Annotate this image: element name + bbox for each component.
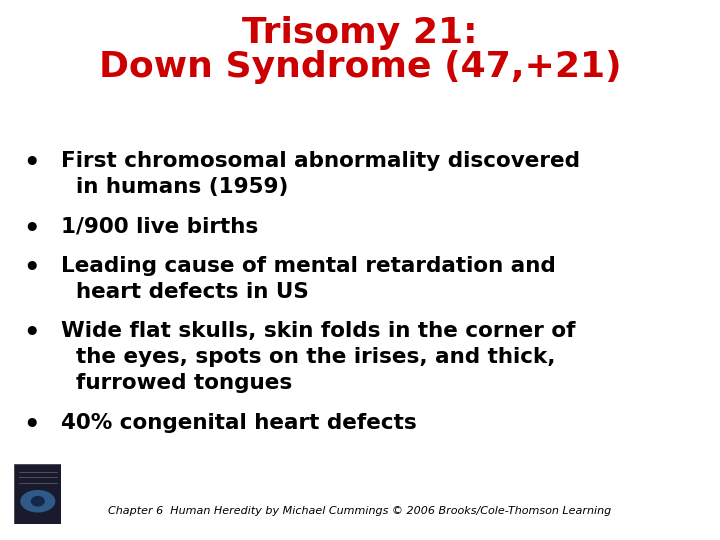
FancyBboxPatch shape (14, 464, 61, 524)
Text: furrowed tongues: furrowed tongues (76, 373, 292, 393)
Text: •: • (23, 217, 40, 242)
Text: 40% congenital heart defects: 40% congenital heart defects (61, 413, 417, 433)
Ellipse shape (31, 496, 45, 507)
Text: Chapter 6  Human Heredity by Michael Cummings © 2006 Brooks/Cole-Thomson Learnin: Chapter 6 Human Heredity by Michael Cumm… (109, 505, 611, 516)
Text: Down Syndrome (47,+21): Down Syndrome (47,+21) (99, 50, 621, 84)
Text: Trisomy 21:: Trisomy 21: (242, 16, 478, 50)
Text: heart defects in US: heart defects in US (76, 282, 308, 302)
Text: the eyes, spots on the irises, and thick,: the eyes, spots on the irises, and thick… (76, 347, 555, 367)
Text: •: • (23, 321, 40, 347)
Text: Wide flat skulls, skin folds in the corner of: Wide flat skulls, skin folds in the corn… (61, 321, 576, 341)
Text: •: • (23, 256, 40, 282)
Text: First chromosomal abnormality discovered: First chromosomal abnormality discovered (61, 151, 580, 171)
Text: 1/900 live births: 1/900 live births (61, 217, 258, 237)
Text: Leading cause of mental retardation and: Leading cause of mental retardation and (61, 256, 556, 276)
Text: in humans (1959): in humans (1959) (76, 177, 288, 197)
Ellipse shape (20, 490, 55, 512)
Text: •: • (23, 151, 40, 177)
Text: •: • (23, 413, 40, 438)
